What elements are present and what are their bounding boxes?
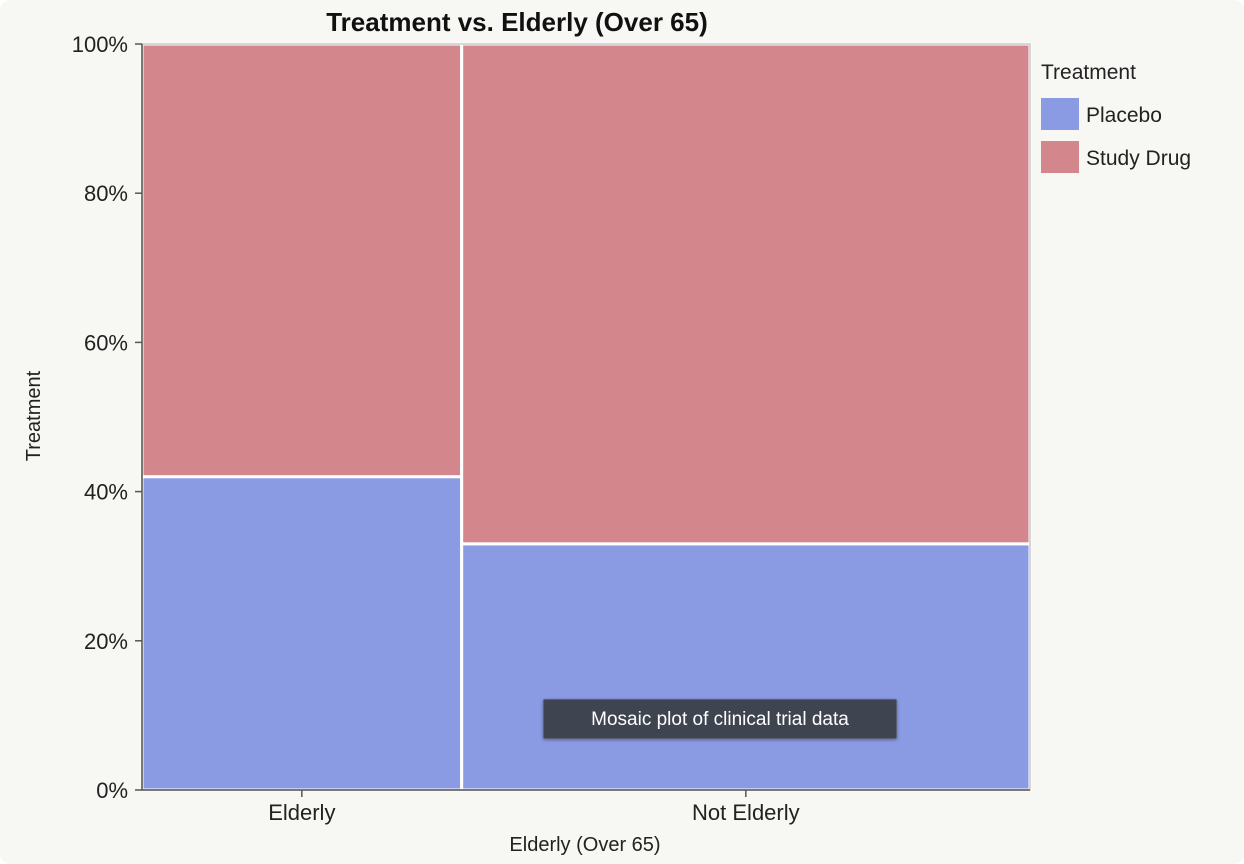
chart-title: Treatment vs. Elderly (Over 65)	[326, 7, 708, 37]
y-tick-label: 40%	[84, 480, 128, 505]
y-tick-label: 0%	[96, 778, 128, 803]
legend-items: Placebo Study Drug	[1041, 98, 1191, 173]
legend-swatch-study-drug	[1041, 141, 1079, 173]
mosaic-tiles	[140, 42, 1032, 792]
tile-elderly-placebo	[140, 475, 464, 792]
y-tick-label: 20%	[84, 629, 128, 654]
legend-label-placebo: Placebo	[1086, 104, 1162, 127]
legend: Treatment Placebo Study Drug	[1041, 61, 1191, 173]
legend-swatch-placebo	[1041, 98, 1079, 130]
y-tick-label: 60%	[84, 330, 128, 355]
tile-not-elderly-study-drug	[460, 42, 1032, 546]
y-axis-label: Treatment	[23, 370, 45, 461]
legend-title: Treatment	[1041, 61, 1136, 84]
legend-label-study-drug: Study Drug	[1086, 147, 1191, 170]
y-tick-label: 80%	[84, 181, 128, 206]
y-axis-ticks: 0% 20% 40% 60% 80% 100%	[72, 32, 142, 803]
x-tick-label: Elderly	[268, 800, 335, 825]
tile-elderly-study-drug	[140, 42, 464, 479]
chart-tooltip: Mosaic plot of clinical trial data	[543, 699, 897, 739]
axes	[141, 43, 1031, 791]
x-axis-ticks: Elderly Not Elderly	[268, 790, 800, 825]
y-tick-label: 100%	[72, 32, 128, 57]
tile-not-elderly-placebo	[460, 542, 1032, 792]
x-axis-label: Elderly (Over 65)	[509, 834, 660, 856]
x-tick-label: Not Elderly	[692, 800, 800, 825]
